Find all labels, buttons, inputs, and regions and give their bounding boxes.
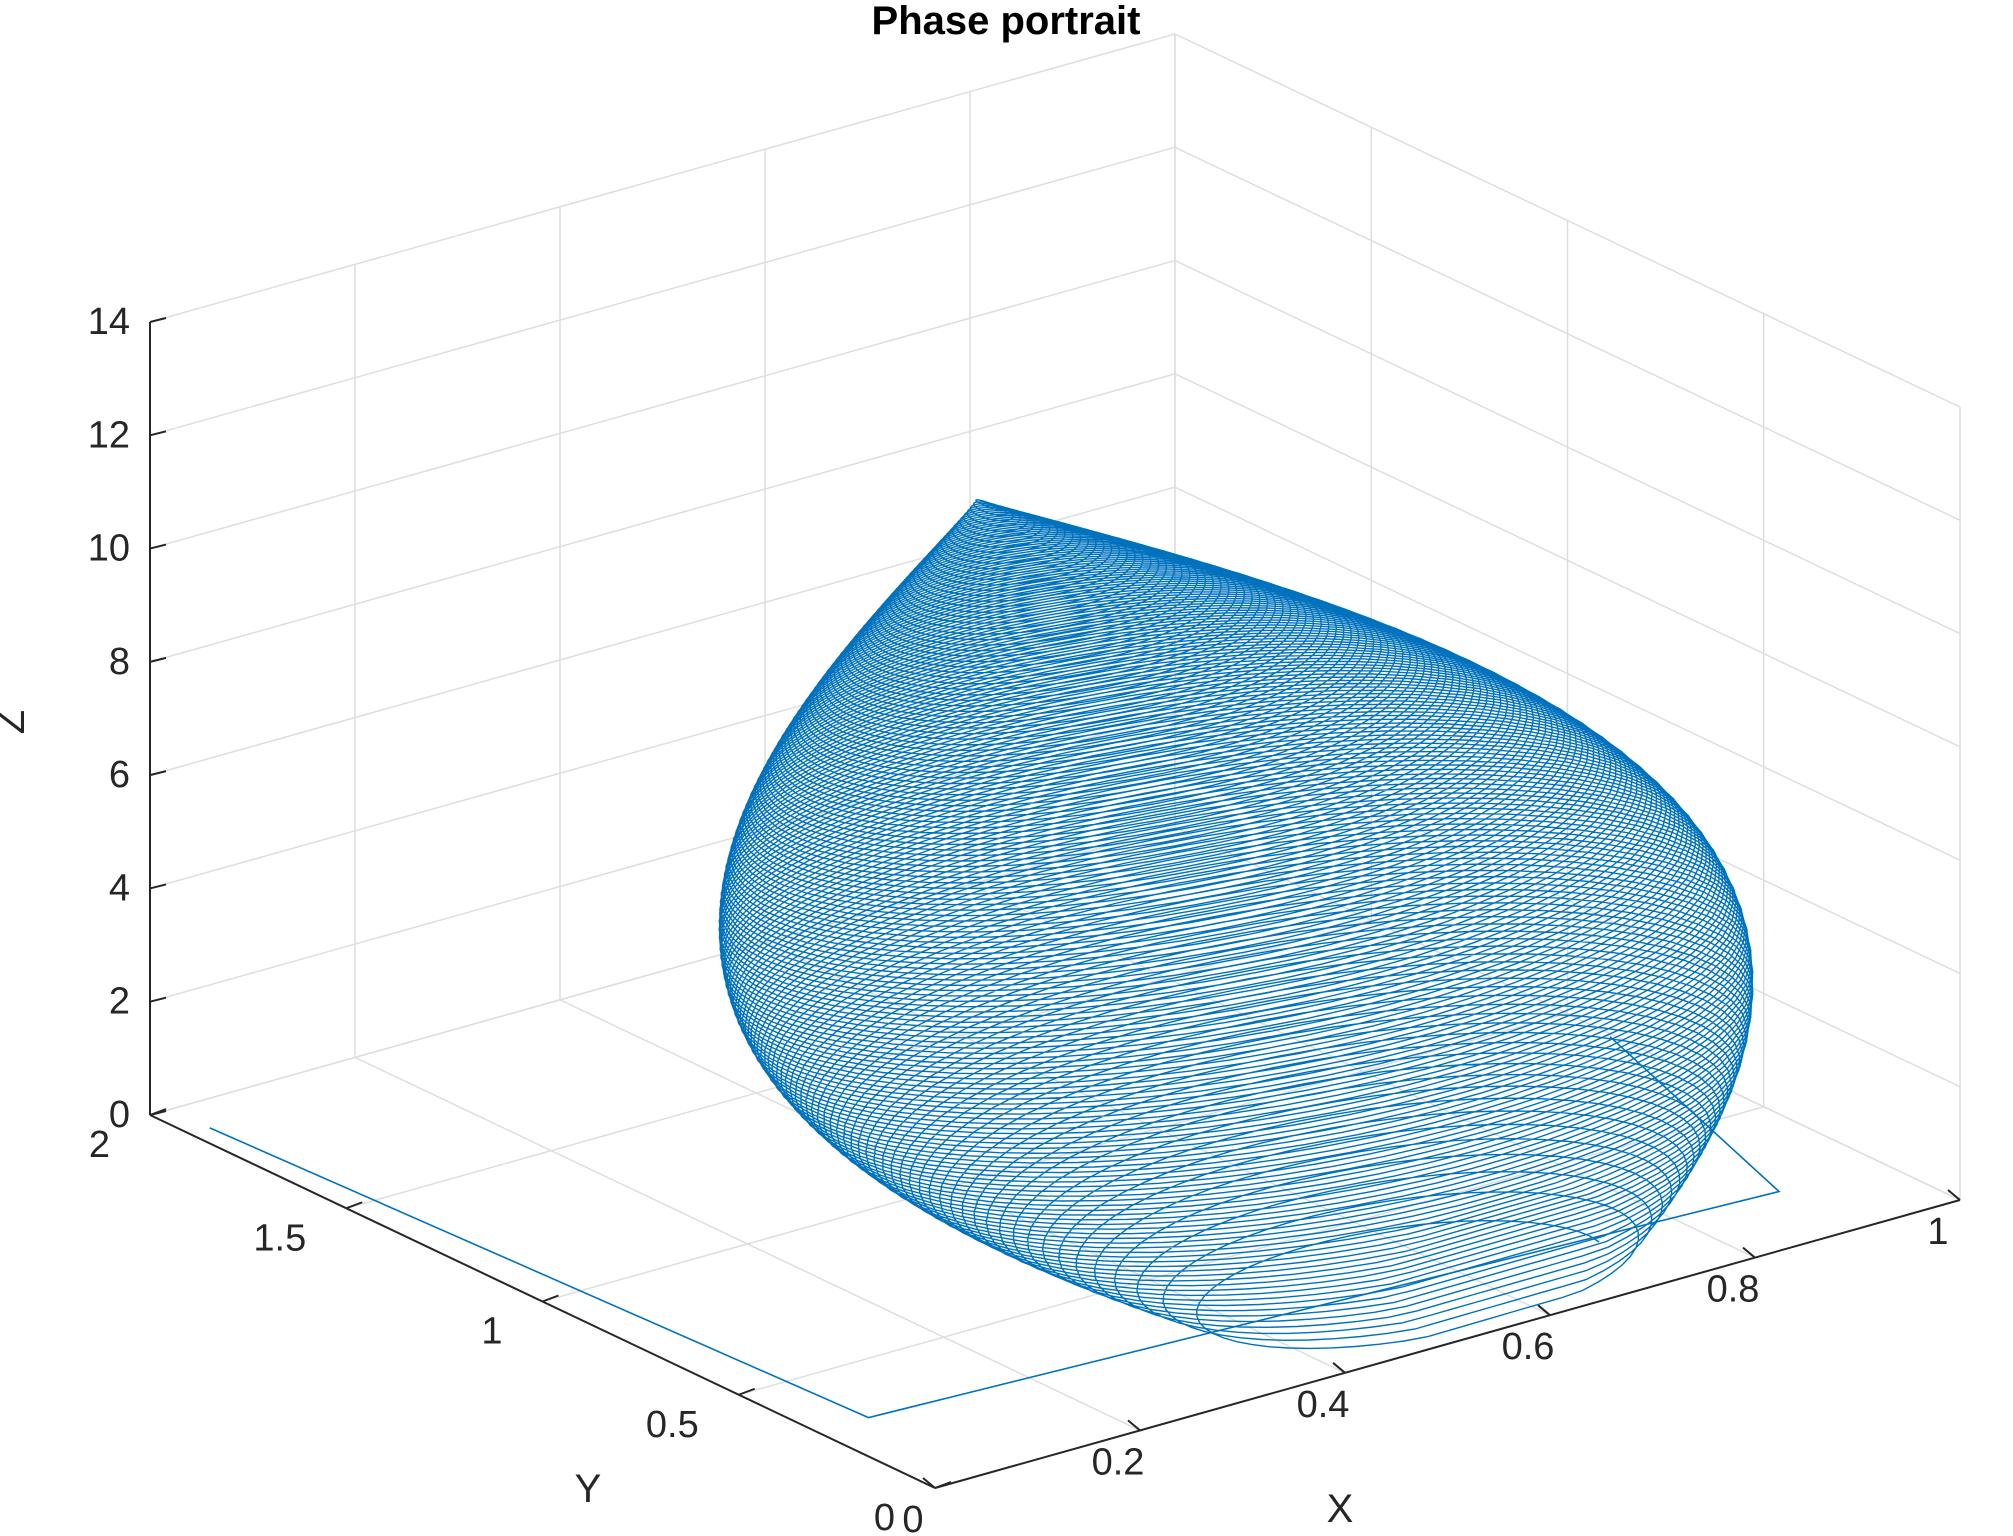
wall-y-grid-z — [149, 33, 1176, 323]
wall-y-grid-z — [149, 826, 1176, 1116]
wall-x-grid-z — [1174, 599, 1961, 975]
x-tick-label: 0.6 — [1502, 1326, 1555, 1368]
x-axis-line — [934, 1199, 1961, 1489]
z-axis-label: Z — [0, 710, 33, 734]
y-axis-label: Y — [575, 1467, 602, 1511]
x-tick-label: 0.4 — [1297, 1384, 1350, 1426]
x-axis-label: X — [1327, 1487, 1354, 1531]
z-tick-mark — [149, 1110, 167, 1116]
x-tick-mark — [1332, 1362, 1346, 1374]
wall-x-grid-z — [1174, 486, 1961, 861]
y-tick-label: 2 — [89, 1124, 110, 1166]
y-tick-mark — [738, 1387, 756, 1396]
z-tick-mark — [149, 656, 167, 663]
x-tick-label: 0 — [902, 1499, 923, 1536]
wall-x-grid-z — [1174, 373, 1961, 748]
z-tick-label: 2 — [109, 981, 130, 1023]
z-tick-label: 0 — [109, 1094, 130, 1136]
wall-x-grid-z — [1174, 146, 1961, 521]
series-layer — [209, 499, 1781, 1419]
y-tick-mark — [542, 1294, 559, 1303]
y-tick-mark — [345, 1201, 363, 1210]
x-tick-mark — [1742, 1246, 1756, 1259]
trajectory-spiral — [718, 499, 1754, 1350]
x-tick-mark — [1947, 1189, 1961, 1201]
x-tick-label: 0.2 — [1092, 1441, 1145, 1483]
floor-grid-y — [738, 1106, 1764, 1396]
z-tick-label: 8 — [109, 641, 130, 683]
z-tick-label: 14 — [88, 301, 130, 343]
chart-title: Phase portrait — [872, 0, 1141, 43]
z-tick-mark — [149, 317, 167, 323]
y-tick-label: 0.5 — [646, 1404, 699, 1446]
wall-x-grid-z — [1174, 259, 1961, 635]
y-tick-label: 1.5 — [253, 1217, 306, 1259]
y-tick-label: 0 — [874, 1497, 895, 1536]
z-tick-mark — [149, 543, 167, 550]
y-tick-label: 1 — [481, 1311, 502, 1353]
x-tick-mark — [922, 1477, 936, 1489]
wall-x-grid-z — [1174, 33, 1961, 408]
z-tick-mark — [149, 996, 167, 1003]
z-tick-label: 6 — [109, 754, 130, 796]
x-tick-mark — [1537, 1304, 1551, 1316]
z-tick-label: 4 — [109, 867, 130, 909]
x-tick-mark — [1127, 1419, 1141, 1432]
wall-y-grid-z — [149, 146, 1176, 437]
axis-layer — [149, 317, 1961, 1489]
z-tick-label: 10 — [88, 528, 130, 570]
z-tick-mark — [149, 883, 167, 890]
z-tick-label: 12 — [88, 414, 130, 456]
wall-y-grid-z — [149, 259, 1176, 550]
wall-y-grid-z — [149, 712, 1176, 1003]
wall-y-grid-z — [149, 373, 1176, 663]
x-tick-label: 1 — [1927, 1211, 1948, 1253]
x-tick-label: 0.8 — [1707, 1269, 1760, 1311]
z-tick-mark — [149, 770, 167, 777]
y-tick-mark — [934, 1481, 952, 1489]
z-tick-mark — [149, 430, 167, 437]
